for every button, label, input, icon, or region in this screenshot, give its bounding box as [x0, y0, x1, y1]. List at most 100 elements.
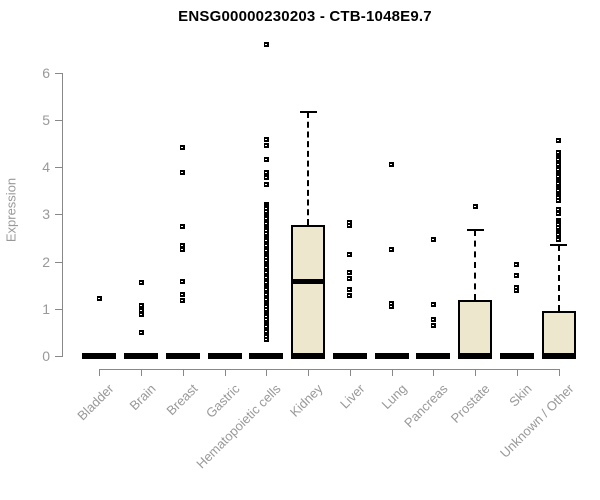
outlier-point: [514, 284, 520, 290]
collapsed-box-bar: [332, 353, 367, 359]
whisker-cap: [299, 111, 317, 114]
outlier-point: [347, 292, 353, 298]
outlier-point: [556, 149, 562, 155]
y-tick-label: 0: [42, 348, 50, 364]
outlier-point: [263, 304, 269, 310]
box-prostate: [458, 299, 493, 356]
outlier-point: [138, 329, 144, 335]
outlier-point: [556, 157, 562, 163]
outlier-point: [556, 197, 562, 203]
outlier-point: [263, 41, 269, 47]
outlier-point: [180, 224, 186, 230]
y-tick-label: 6: [42, 64, 50, 81]
y-tick-label: 5: [42, 112, 50, 129]
collapsed-box-bar: [458, 353, 493, 359]
collapsed-box-bar: [374, 353, 409, 359]
outlier-point: [180, 169, 186, 175]
collapsed-box-bar: [82, 353, 117, 359]
x-tick: [516, 369, 518, 376]
outlier-point: [263, 143, 269, 149]
y-tick: [55, 308, 62, 310]
outlier-point: [263, 328, 269, 334]
y-tick-label: 1: [42, 300, 50, 317]
outlier-point: [556, 232, 562, 238]
y-tick: [55, 167, 62, 169]
chart-title: ENSG00000230203 - CTB-1048E9.7: [178, 8, 432, 25]
x-tick: [224, 369, 226, 376]
outlier-point: [263, 279, 269, 285]
outlier-point: [347, 223, 353, 229]
outlier-point: [347, 220, 353, 226]
outlier-point: [389, 246, 395, 252]
y-tick-label: 3: [42, 206, 50, 223]
outlier-point: [263, 181, 269, 187]
outlier-point: [138, 280, 144, 286]
outlier-point: [263, 267, 269, 273]
outlier-point: [347, 251, 353, 257]
outlier-point: [138, 303, 144, 309]
outlier-point: [430, 236, 436, 242]
whisker: [474, 230, 477, 300]
x-tick: [266, 369, 268, 376]
y-tick-label: 2: [42, 253, 50, 270]
outlier-point: [556, 138, 562, 144]
outlier-point: [263, 206, 269, 212]
whisker-cap: [466, 229, 484, 232]
outlier-point: [180, 279, 186, 285]
outlier-point: [514, 288, 520, 294]
whisker-cap: [550, 244, 568, 247]
outlier-point: [347, 275, 353, 281]
outlier-point: [347, 286, 353, 292]
whisker: [557, 245, 560, 312]
x-tick: [391, 369, 393, 376]
outlier-point: [430, 316, 436, 322]
outlier-point: [347, 269, 353, 275]
outlier-point: [514, 261, 520, 267]
outlier-point: [180, 291, 186, 297]
collapsed-box-bar: [249, 353, 284, 359]
x-tick: [349, 369, 351, 376]
y-tick: [55, 261, 62, 263]
outlier-point: [263, 243, 269, 249]
x-tick: [182, 369, 184, 376]
outlier-point: [263, 316, 269, 322]
outlier-point: [138, 312, 144, 318]
whisker: [307, 112, 310, 225]
outlier-point: [389, 303, 395, 309]
outlier-point: [556, 237, 562, 243]
outlier-point: [138, 308, 144, 314]
outlier-point: [180, 297, 186, 303]
collapsed-box-bar: [165, 353, 200, 359]
outlier-point: [389, 161, 395, 167]
outlier-point: [263, 230, 269, 236]
y-tick: [55, 120, 62, 122]
outlier-point: [430, 323, 436, 329]
outlier-point: [263, 170, 269, 176]
outlier-point: [556, 210, 562, 216]
x-tick: [308, 369, 310, 376]
outlier-point: [263, 292, 269, 298]
x-tick: [433, 369, 435, 376]
outlier-point: [472, 204, 478, 210]
collapsed-box-bar: [499, 353, 534, 359]
y-tick: [55, 356, 62, 357]
y-tick: [55, 214, 62, 216]
y-tick-label: 4: [42, 159, 50, 176]
outlier-point: [430, 301, 436, 307]
outlier-point: [514, 272, 520, 278]
outlier-point: [180, 145, 186, 150]
median-line: [291, 279, 326, 285]
outlier-point: [263, 156, 269, 162]
x-tick: [558, 369, 560, 376]
y-axis-line: [62, 72, 63, 357]
outlier-point: [556, 222, 562, 228]
x-tick-label: Unknown / Other: [496, 381, 577, 461]
x-tick: [141, 369, 143, 376]
outlier-point: [180, 246, 186, 252]
y-tick: [55, 72, 62, 74]
outlier-point: [180, 243, 186, 249]
outlier-point: [556, 206, 562, 212]
outlier-point: [263, 336, 269, 342]
